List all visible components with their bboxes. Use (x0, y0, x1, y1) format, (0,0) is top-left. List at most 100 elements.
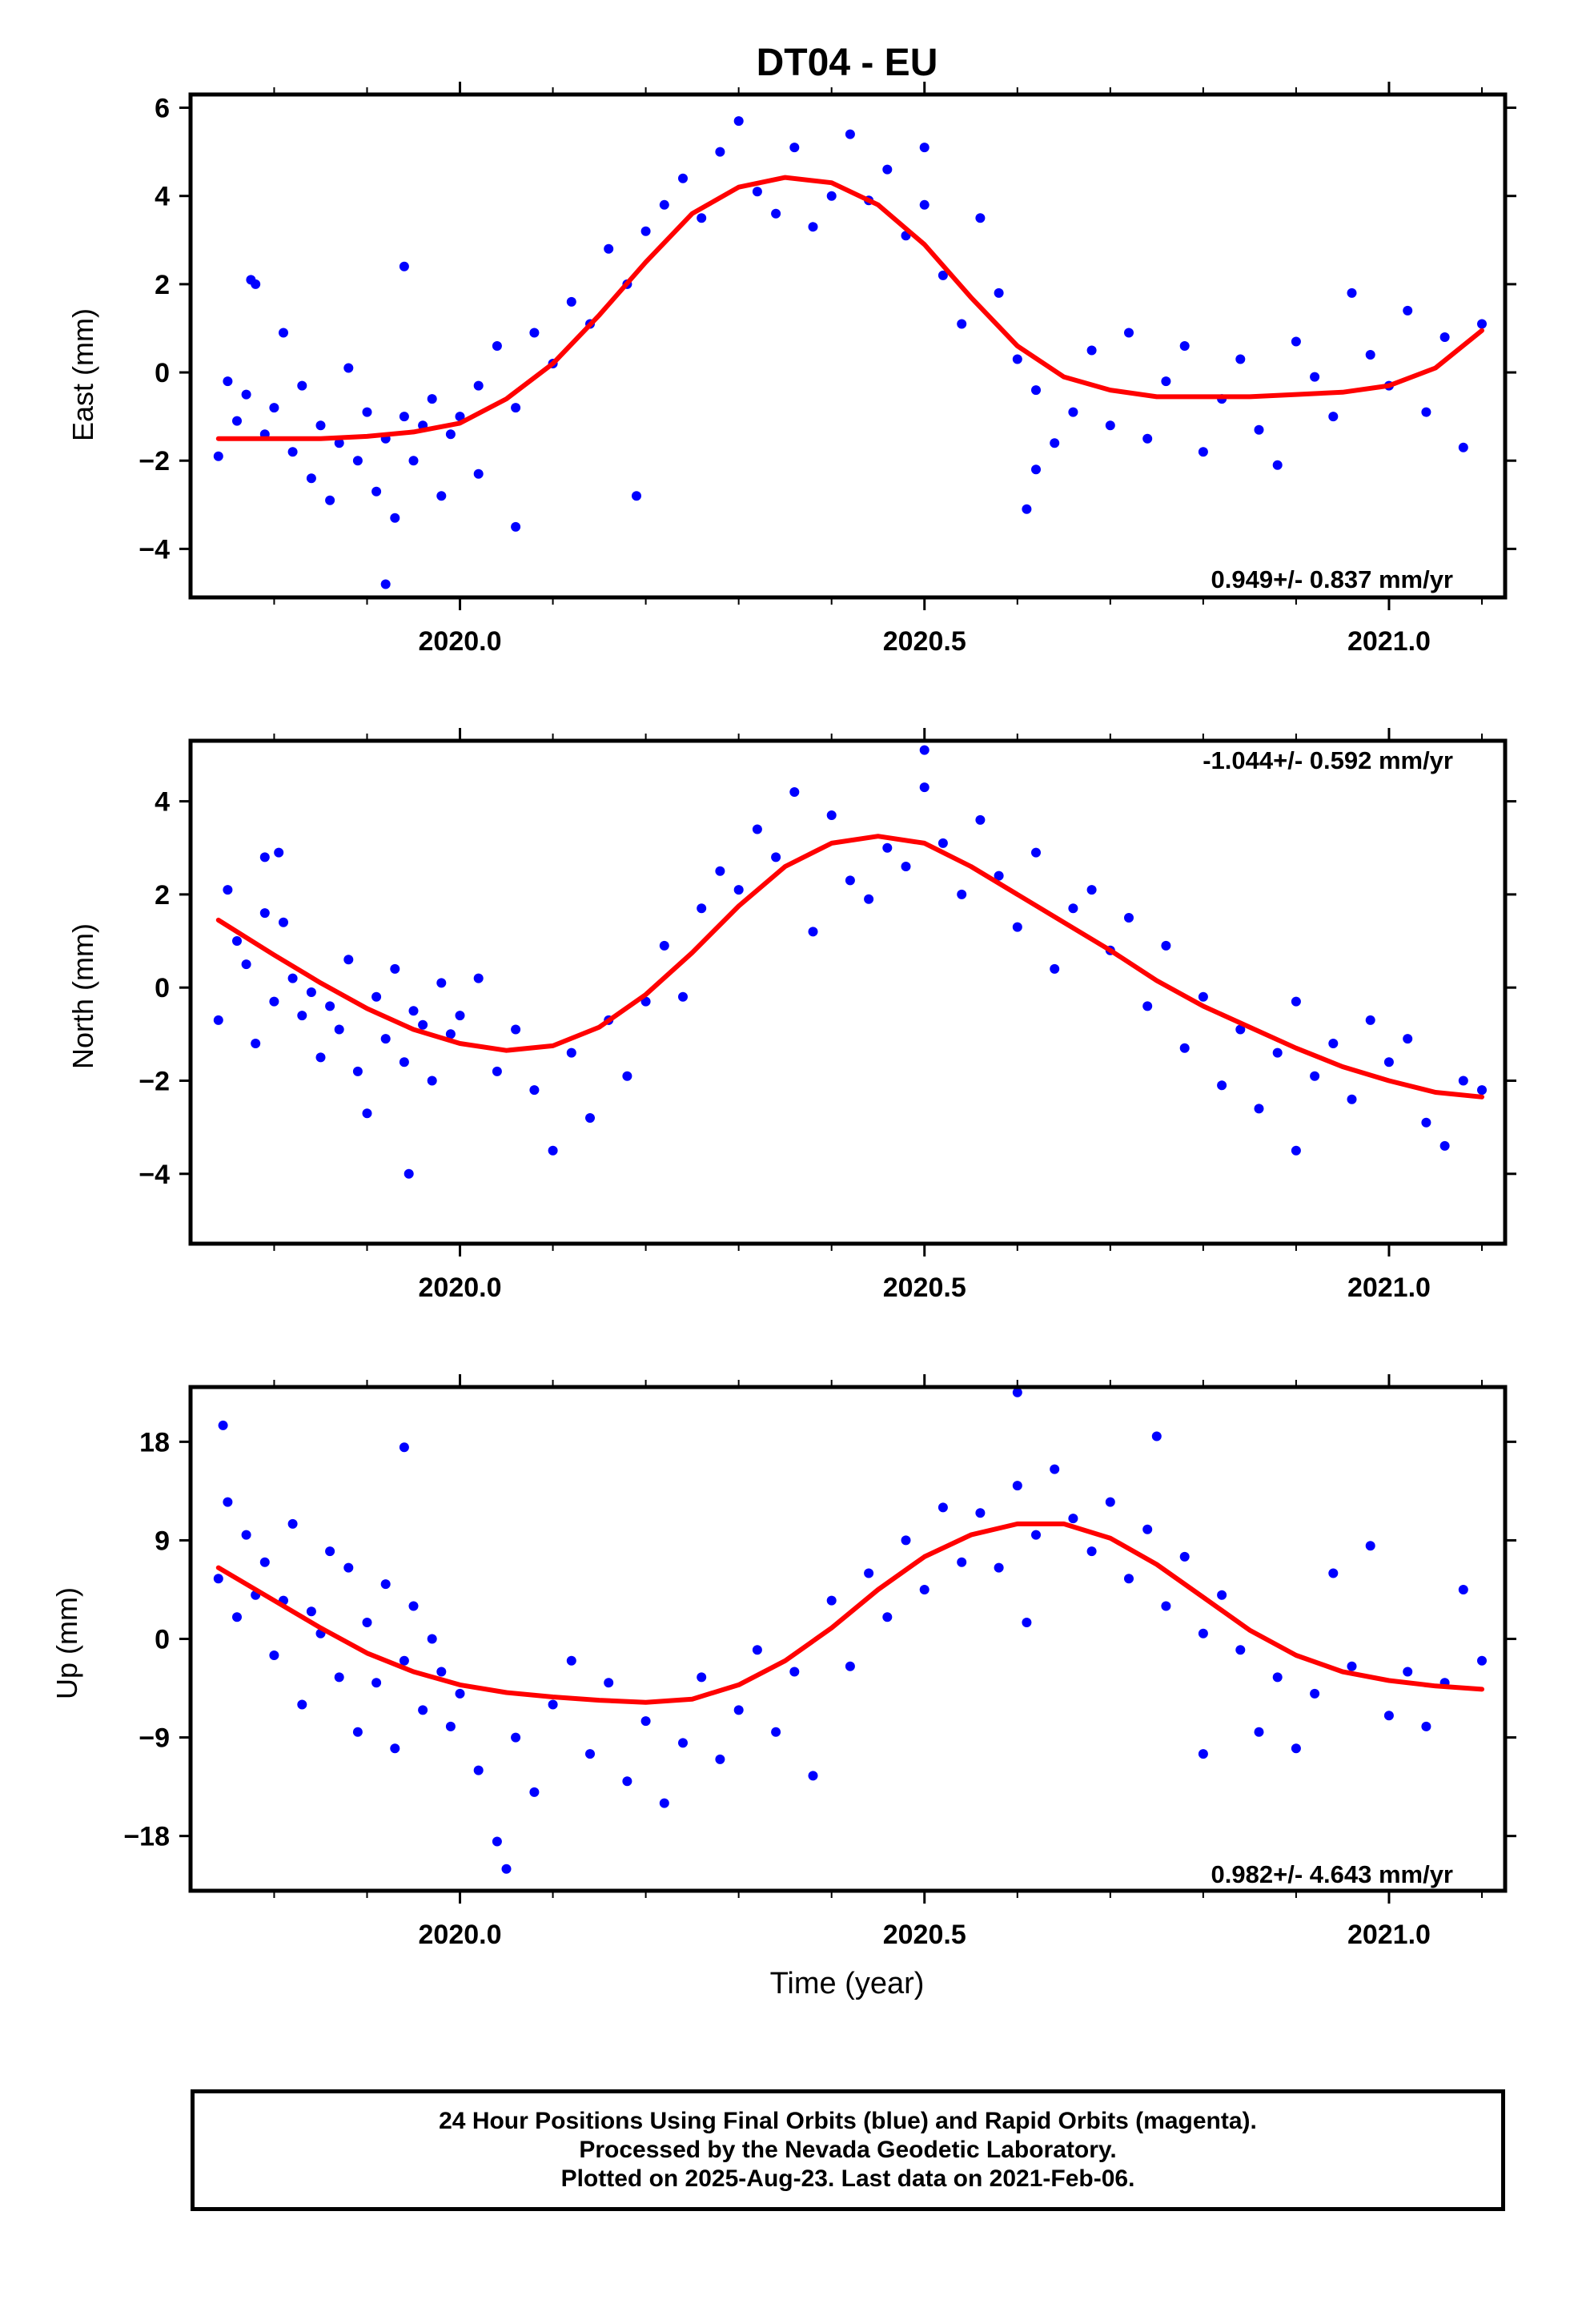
data-point-east (436, 491, 447, 501)
data-point-north (371, 991, 382, 1002)
data-point-north (1383, 1057, 1394, 1068)
data-point-north (1235, 1024, 1246, 1035)
data-point-north (845, 875, 855, 886)
data-point-east (1328, 412, 1339, 422)
data-point-up (390, 1743, 400, 1754)
data-point-up (752, 1645, 762, 1655)
panel-north-plot: −4 −2 0 2 4 2020.0 2020.5 2021.0 (139, 728, 1516, 1303)
data-point-east (287, 447, 298, 457)
data-point-north (427, 1076, 437, 1086)
data-point-north (1365, 1015, 1375, 1025)
data-point-up (1031, 1530, 1041, 1540)
data-point-north (259, 852, 270, 862)
data-point-east (994, 287, 1004, 298)
data-point-north (548, 1145, 558, 1156)
data-point-up (1217, 1590, 1227, 1600)
data-point-east (246, 275, 256, 285)
data-point-north (315, 1052, 326, 1063)
fit-curve-up (215, 1521, 1484, 1705)
data-point-up (218, 1420, 228, 1430)
data-point-up (408, 1601, 419, 1611)
data-point-up (269, 1651, 279, 1660)
y-tick-label-east: −2 (139, 446, 170, 476)
plot-frame-north (188, 738, 1508, 1246)
data-point-north (399, 1057, 409, 1068)
panel-up-ylabel: Up (mm) (50, 1587, 83, 1699)
data-point-east (1458, 442, 1468, 452)
fit-curve-north (215, 834, 1484, 1100)
data-point-east (1022, 504, 1032, 514)
data-point-north (1198, 991, 1208, 1002)
data-point-east (334, 438, 344, 448)
x-tick-label-up: 2020.5 (883, 1920, 966, 1950)
y-tick-label-east: 4 (155, 182, 170, 212)
data-point-north (1161, 940, 1171, 951)
panel-north: −4 −2 0 2 4 2020.0 2020.5 2021.0 North (mm) -1.… (66, 728, 1516, 1303)
data-point-up (1347, 1661, 1357, 1671)
data-point-east (1086, 345, 1097, 356)
data-point-north (697, 903, 707, 914)
data-point-north (297, 1011, 307, 1021)
data-point-north (213, 1015, 223, 1025)
data-point-east (1347, 287, 1357, 298)
data-point-up (445, 1721, 456, 1731)
data-point-up (678, 1738, 688, 1748)
data-point-east (399, 412, 409, 422)
data-point-east (529, 328, 540, 338)
data-point-east (445, 429, 456, 440)
y-tick-label-north: 0 (155, 973, 170, 1003)
data-point-up (287, 1518, 298, 1529)
data-point-north (901, 862, 911, 871)
data-point-up (1068, 1514, 1078, 1524)
y-tick-label-north: −4 (139, 1160, 170, 1190)
plot-frame-east (188, 92, 1508, 600)
data-point-east (1439, 332, 1450, 342)
data-point-up (1365, 1541, 1375, 1551)
data-point-east (1403, 305, 1413, 316)
y-tick-label-up: 9 (155, 1526, 170, 1556)
data-point-up (640, 1716, 651, 1727)
data-point-east (715, 147, 725, 157)
data-point-east (1291, 336, 1301, 347)
panel-east-plot: −4 −2 0 2 4 6 2020.0 2020.5 2021.0 (139, 82, 1516, 657)
y-tick-label-up: 18 (139, 1427, 170, 1458)
data-point-up (1421, 1721, 1431, 1731)
data-point-up (232, 1612, 242, 1622)
data-point-up (1022, 1618, 1032, 1627)
data-point-up (697, 1672, 707, 1683)
x-tick-label-up: 2021.0 (1347, 1920, 1431, 1950)
data-point-east (269, 403, 279, 413)
data-point-north (1012, 922, 1022, 932)
data-point-north (325, 1001, 335, 1011)
data-point-north (826, 810, 837, 820)
data-point-east (808, 222, 818, 232)
data-point-up (1142, 1524, 1153, 1534)
data-point-up (529, 1787, 540, 1797)
data-point-up (585, 1749, 595, 1759)
data-point-north (864, 894, 874, 904)
data-point-east (297, 380, 307, 391)
data-point-north (1458, 1076, 1468, 1086)
data-point-east (566, 296, 576, 307)
data-point-up (1235, 1645, 1246, 1655)
x-tick-label-east: 2020.0 (419, 626, 502, 657)
data-point-up (511, 1732, 521, 1743)
data-point-north (418, 1019, 428, 1030)
data-point-east (399, 261, 409, 271)
data-point-east (1124, 328, 1134, 338)
data-point-north (362, 1108, 372, 1119)
data-point-east (678, 173, 688, 183)
data-point-east (492, 341, 502, 351)
data-point-up (975, 1508, 986, 1518)
data-point-north (223, 885, 233, 895)
data-point-up (343, 1562, 354, 1573)
data-point-up (418, 1705, 428, 1715)
data-point-north (529, 1085, 540, 1096)
x-tick-label-up: 2020.0 (419, 1920, 502, 1950)
data-point-east (1254, 424, 1264, 435)
data-point-north (1254, 1104, 1264, 1114)
data-point-up (492, 1836, 502, 1847)
data-point-east (232, 416, 242, 426)
data-point-north (1068, 903, 1078, 914)
y-tick-label-east: 0 (155, 358, 170, 388)
